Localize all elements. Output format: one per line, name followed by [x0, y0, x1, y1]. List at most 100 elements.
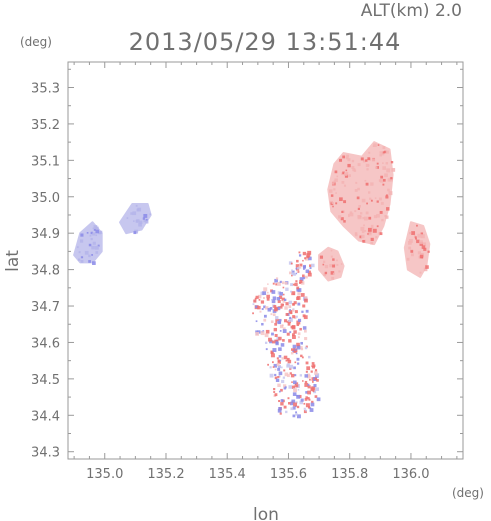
echo-point: [280, 402, 284, 406]
echo-point: [142, 217, 146, 220]
echo-point: [264, 341, 268, 344]
echo-point: [289, 364, 294, 369]
echo-point: [348, 215, 350, 218]
echo-point: [386, 207, 390, 211]
echo-point: [303, 315, 308, 320]
echo-point: [360, 157, 364, 161]
echo-point: [263, 314, 267, 318]
echo-point: [297, 288, 302, 292]
echo-point: [407, 241, 412, 245]
echo-point: [277, 320, 282, 325]
echo-point: [262, 297, 265, 299]
echo-point: [291, 325, 296, 330]
echo-point: [296, 414, 301, 419]
x-tick-label: 135.4: [209, 467, 246, 482]
echo-point: [376, 162, 379, 165]
echo-point: [375, 166, 378, 169]
echo-point: [354, 232, 358, 235]
echo-point: [92, 232, 96, 236]
echo-point: [346, 154, 349, 158]
echo-point: [279, 280, 282, 283]
echo-point: [296, 266, 300, 270]
echo-point: [314, 371, 318, 375]
echo-point: [292, 303, 295, 306]
echo-point: [274, 322, 278, 326]
echo-point: [149, 213, 152, 216]
echo-point: [273, 327, 278, 332]
echo-point: [302, 314, 306, 318]
echo-point: [339, 197, 343, 202]
echo-point: [259, 310, 262, 313]
echo-point: [371, 227, 374, 229]
echo-point: [297, 332, 301, 336]
echo-point: [298, 254, 302, 257]
echo-point: [277, 408, 282, 413]
echo-point: [290, 262, 293, 265]
echo-point: [302, 276, 306, 280]
echo-point: [359, 235, 363, 239]
echo-point: [288, 310, 293, 314]
echo-point: [295, 413, 298, 416]
echo-point: [311, 362, 315, 365]
echo-point: [378, 197, 382, 201]
echo-point: [80, 259, 84, 263]
echo-point: [361, 230, 365, 234]
echo-point: [296, 295, 301, 300]
echo-point: [263, 305, 266, 309]
echo-point: [386, 168, 391, 173]
echo-point: [296, 345, 301, 350]
echo-point: [293, 301, 297, 305]
echo-point: [266, 297, 270, 301]
echo-point: [297, 388, 300, 391]
echo-point: [133, 231, 137, 235]
echo-point: [97, 244, 100, 247]
echo-point: [342, 155, 346, 159]
echo-point: [92, 227, 95, 230]
echo-point: [354, 210, 357, 213]
echo-point: [255, 332, 260, 336]
echo-point: [279, 324, 284, 329]
echo-point: [275, 277, 279, 280]
echo-point: [365, 159, 368, 162]
echo-point: [427, 250, 430, 253]
echo-point: [304, 383, 309, 387]
echo-point: [331, 201, 334, 205]
echo-point: [269, 373, 274, 378]
echo-point: [311, 263, 315, 268]
echo-point: [271, 361, 274, 364]
echo-point: [307, 270, 311, 274]
echo-point: [255, 305, 258, 309]
echo-point: [304, 380, 308, 384]
echo-point: [295, 264, 300, 268]
echo-point: [387, 178, 391, 182]
echo-point: [290, 373, 295, 378]
echo-point: [269, 307, 273, 310]
echo-point: [357, 187, 360, 191]
echo-point: [301, 356, 304, 359]
echo-point: [280, 343, 285, 347]
y-tick-label: 34.6: [31, 336, 60, 351]
echo-point: [385, 150, 389, 154]
echo-point: [282, 299, 286, 303]
echo-point: [330, 194, 334, 197]
echo-point: [368, 216, 372, 220]
echo-point: [277, 359, 280, 362]
echo-point: [296, 323, 300, 327]
echo-point: [302, 304, 306, 308]
echo-point: [95, 251, 99, 254]
echo-point: [280, 388, 283, 392]
echo-point: [288, 305, 292, 309]
x-tick-label: 135.8: [331, 467, 368, 482]
echo-point: [323, 273, 327, 277]
echo-point: [145, 220, 149, 224]
echo-point: [382, 162, 384, 164]
echo-point: [288, 339, 292, 343]
echo-point: [295, 384, 299, 388]
echo-point: [419, 271, 422, 274]
chart-title: 2013/05/29 13:51:44: [129, 28, 402, 56]
echo-point: [409, 232, 412, 235]
echo-point: [305, 370, 308, 373]
echo-point: [278, 371, 283, 376]
echo-point: [379, 153, 383, 157]
echo-point: [278, 355, 282, 358]
